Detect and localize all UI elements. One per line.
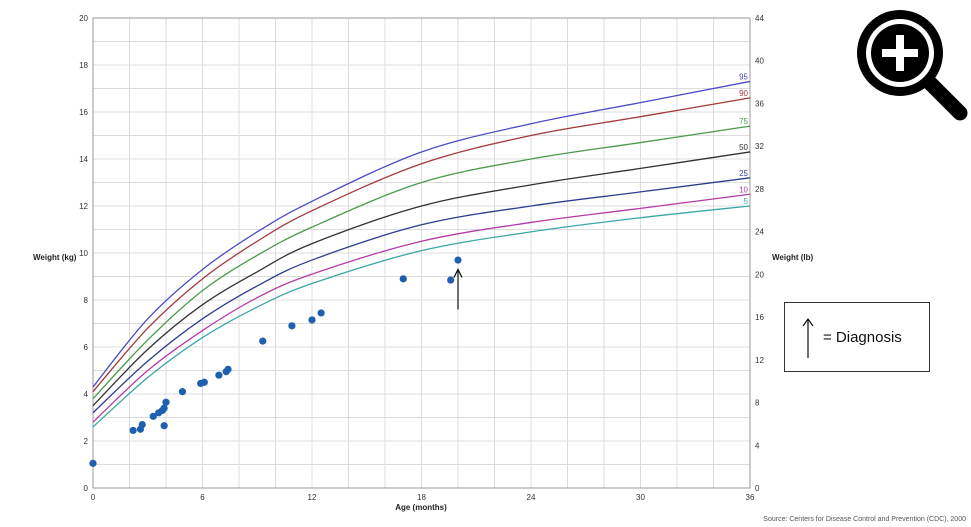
x-tick-label: 18 [417, 493, 426, 502]
y-tick-label: 6 [84, 343, 89, 352]
y2-tick-label: 4 [755, 441, 760, 450]
data-point [162, 398, 170, 406]
x-axis-label: Age (months) [395, 503, 447, 512]
y-axis-right: 0 4 8 12 16 20 24 28 32 36 40 44 [755, 14, 764, 493]
data-point [224, 365, 232, 373]
y-axis-label: Weight (kg) [33, 253, 77, 262]
y-tick-label: 8 [84, 296, 89, 305]
arrow-up-icon [802, 317, 814, 358]
percentile-curve-25 [92, 177, 751, 414]
percentile-curve-90 [92, 97, 751, 393]
data-points [89, 256, 462, 467]
chart-grid [92, 17, 751, 489]
y-axis-left: 0 2 4 6 8 10 12 14 16 18 20 [79, 14, 88, 493]
legend-label: = Diagnosis [823, 329, 902, 346]
data-point [149, 412, 157, 420]
percentile-curves: 95 90 75 50 25 10 5 [92, 72, 751, 428]
y2-axis-label: Weight (lb) [772, 253, 814, 262]
data-point [138, 420, 146, 429]
percentile-curve-75 [92, 125, 751, 400]
data-point [215, 371, 223, 379]
zoom-in-icon [857, 10, 968, 121]
percentile-label: 50 [739, 143, 748, 152]
percentile-curve-5 [92, 205, 751, 428]
y-tick-label: 16 [79, 108, 88, 117]
data-point [308, 316, 316, 324]
x-tick-label: 6 [200, 493, 205, 502]
y2-tick-label: 28 [755, 185, 764, 194]
diagnosis-arrow [453, 268, 463, 310]
x-tick-label: 30 [636, 493, 645, 502]
zoom-in-button[interactable] [852, 5, 968, 121]
y2-tick-label: 44 [755, 14, 764, 23]
y2-tick-label: 8 [755, 399, 760, 408]
data-point [160, 404, 168, 412]
x-tick-label: 12 [308, 493, 317, 502]
y-tick-label: 0 [84, 484, 89, 493]
percentile-label: 95 [739, 72, 748, 81]
plot-frame [92, 17, 751, 489]
percentile-curve-95 [92, 80, 751, 388]
y2-tick-label: 32 [755, 142, 764, 151]
percentile-label: 10 [739, 185, 748, 194]
y-tick-label: 18 [79, 61, 88, 70]
percentile-curve-50 [92, 151, 751, 407]
x-tick-label: 36 [746, 493, 755, 502]
data-point [399, 275, 407, 283]
y-tick-label: 4 [84, 390, 89, 399]
arrow-head [453, 268, 463, 278]
percentile-curve-10 [92, 193, 751, 423]
data-point [200, 378, 208, 386]
diagnosis-legend: = Diagnosis [784, 302, 930, 372]
percentile-label: 25 [739, 169, 748, 178]
data-point [288, 322, 296, 330]
y-tick-label: 12 [79, 202, 88, 211]
x-axis: 0 6 12 18 24 30 36 [91, 493, 755, 502]
data-point [89, 459, 97, 467]
y2-tick-label: 24 [755, 228, 764, 237]
y-tick-label: 10 [79, 249, 88, 258]
y2-tick-label: 16 [755, 313, 764, 322]
percentile-label: 75 [739, 117, 748, 126]
data-point [454, 256, 462, 264]
source-note: Source: Centers for Disease Control and … [763, 516, 966, 523]
y-tick-label: 2 [84, 437, 89, 446]
data-point [178, 388, 187, 396]
data-point [160, 422, 168, 430]
x-tick-label: 0 [91, 493, 96, 502]
x-tick-label: 24 [527, 493, 536, 502]
y2-tick-label: 36 [755, 99, 764, 108]
y2-tick-label: 0 [755, 484, 760, 493]
y2-tick-label: 40 [755, 57, 764, 66]
data-point [447, 276, 455, 284]
y2-tick-label: 12 [755, 356, 764, 365]
percentile-label: 5 [744, 197, 749, 206]
percentile-label: 90 [739, 89, 748, 98]
y-tick-label: 14 [79, 155, 88, 164]
data-point [259, 337, 267, 345]
y-tick-label: 20 [79, 14, 88, 23]
y2-tick-label: 20 [755, 270, 764, 279]
data-point [129, 426, 137, 435]
data-point [317, 309, 325, 317]
